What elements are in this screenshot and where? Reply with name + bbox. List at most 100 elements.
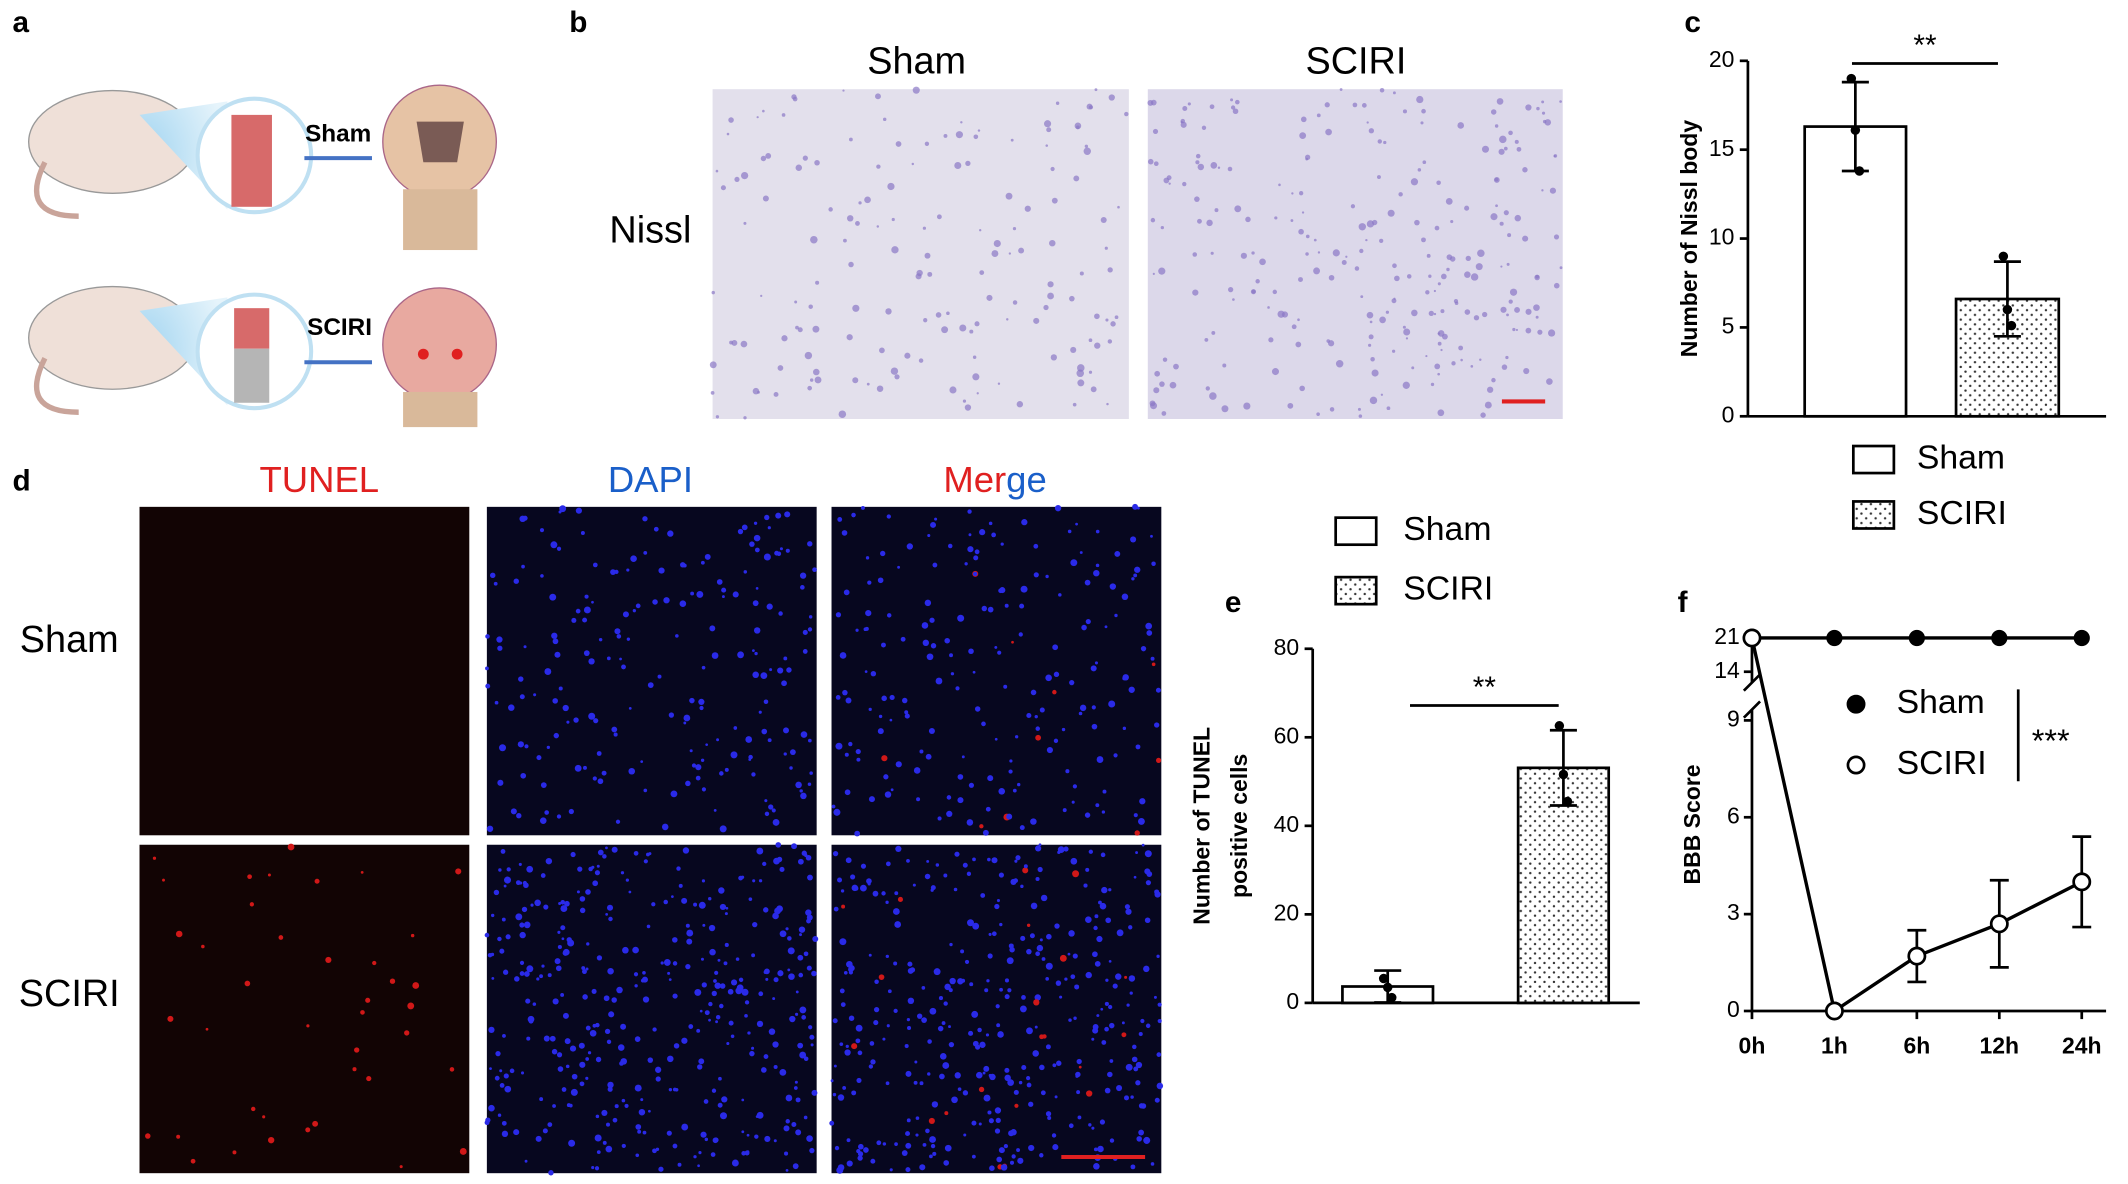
nucleus bbox=[360, 870, 364, 874]
nucleus bbox=[544, 810, 550, 815]
nucleus bbox=[1007, 1079, 1014, 1086]
nucleus bbox=[948, 1025, 951, 1029]
cell bbox=[1514, 307, 1520, 313]
nucleus bbox=[772, 912, 779, 920]
nucleus bbox=[539, 817, 547, 824]
nucleus bbox=[927, 1072, 931, 1076]
nucleus bbox=[597, 849, 604, 856]
nucleus bbox=[1157, 1018, 1162, 1024]
nucleus bbox=[1052, 689, 1057, 695]
nucleus bbox=[754, 651, 758, 656]
cell bbox=[1195, 153, 1201, 159]
cell bbox=[927, 271, 933, 277]
nucleus bbox=[1113, 753, 1118, 758]
cell bbox=[846, 334, 853, 341]
cell bbox=[1153, 161, 1159, 167]
nucleus bbox=[948, 1041, 955, 1048]
nucleus bbox=[1070, 857, 1078, 865]
nucleus bbox=[775, 842, 782, 848]
nucleus bbox=[569, 1045, 577, 1052]
cell bbox=[1047, 292, 1054, 300]
nucleus bbox=[845, 857, 852, 864]
cell bbox=[1100, 217, 1107, 224]
nucleus bbox=[675, 634, 679, 638]
nucleus bbox=[1144, 850, 1152, 858]
nucleus bbox=[973, 555, 979, 561]
cell bbox=[977, 129, 981, 132]
nucleus bbox=[795, 781, 802, 789]
nucleus bbox=[971, 1120, 977, 1126]
nucleus bbox=[1138, 1032, 1143, 1037]
nucleus bbox=[1006, 813, 1013, 820]
nucleus bbox=[906, 1118, 911, 1123]
nucleus bbox=[497, 936, 502, 942]
nucleus bbox=[1131, 577, 1135, 581]
nucleus bbox=[562, 704, 569, 712]
cell bbox=[1505, 355, 1509, 360]
cell bbox=[1405, 337, 1409, 340]
micrograph-group bbox=[709, 86, 1563, 420]
nucleus bbox=[1069, 679, 1075, 686]
nucleus bbox=[987, 775, 994, 782]
nucleus bbox=[946, 795, 952, 800]
nucleus bbox=[787, 947, 795, 955]
significance-label: *** bbox=[2032, 723, 2070, 759]
legend-swatch bbox=[1334, 575, 1378, 606]
nucleus bbox=[726, 1041, 730, 1046]
nucleus bbox=[1053, 738, 1059, 743]
nucleus bbox=[864, 670, 868, 673]
nucleus bbox=[1079, 551, 1083, 554]
cell bbox=[1049, 239, 1056, 247]
nucleus bbox=[524, 1159, 528, 1163]
nucleus bbox=[1017, 782, 1021, 787]
nucleus bbox=[449, 1067, 455, 1072]
nucleus bbox=[1033, 999, 1040, 1006]
nucleus bbox=[850, 874, 856, 880]
nucleus bbox=[642, 1130, 647, 1135]
legend-label: Sham bbox=[1897, 683, 1985, 721]
cell bbox=[1490, 109, 1497, 115]
nucleus bbox=[697, 1064, 703, 1070]
marker bbox=[1742, 628, 1762, 648]
nucleus bbox=[870, 1059, 876, 1065]
nucleus bbox=[1012, 788, 1017, 793]
cell bbox=[1298, 228, 1304, 235]
cell bbox=[935, 312, 942, 318]
nucleus bbox=[561, 1087, 567, 1092]
nucleus bbox=[1154, 1097, 1160, 1103]
nucleus bbox=[1034, 714, 1038, 719]
nucleus bbox=[640, 978, 645, 983]
nucleus bbox=[621, 1098, 626, 1103]
cell bbox=[1006, 318, 1009, 321]
nucleus bbox=[1123, 1095, 1130, 1101]
cell bbox=[1503, 146, 1508, 151]
cell bbox=[1350, 204, 1356, 209]
nucleus bbox=[1136, 1136, 1142, 1142]
nucleus bbox=[872, 890, 879, 897]
nucleus bbox=[1125, 908, 1132, 915]
nucleus bbox=[895, 761, 902, 768]
nucleus bbox=[1039, 1064, 1045, 1071]
nucleus bbox=[710, 1152, 716, 1157]
cell bbox=[876, 164, 881, 169]
nucleus bbox=[523, 921, 531, 929]
cell bbox=[1383, 140, 1387, 145]
nucleus bbox=[1086, 1090, 1093, 1097]
cell bbox=[1173, 363, 1179, 370]
nucleus bbox=[719, 1003, 724, 1009]
cell bbox=[1043, 304, 1049, 311]
nucleus bbox=[939, 1073, 945, 1080]
nucleus bbox=[552, 698, 558, 704]
nucleus bbox=[493, 889, 500, 896]
nucleus bbox=[1130, 536, 1137, 543]
nucleus bbox=[1093, 1163, 1100, 1170]
cell bbox=[1420, 121, 1424, 125]
nucleus bbox=[708, 1018, 711, 1022]
nucleus bbox=[788, 973, 795, 980]
nucleus bbox=[262, 1115, 266, 1119]
nucleus bbox=[979, 1041, 986, 1048]
nucleus bbox=[672, 1087, 677, 1092]
nucleus bbox=[737, 528, 744, 535]
nucleus bbox=[1019, 1005, 1027, 1013]
nucleus bbox=[1104, 625, 1108, 629]
